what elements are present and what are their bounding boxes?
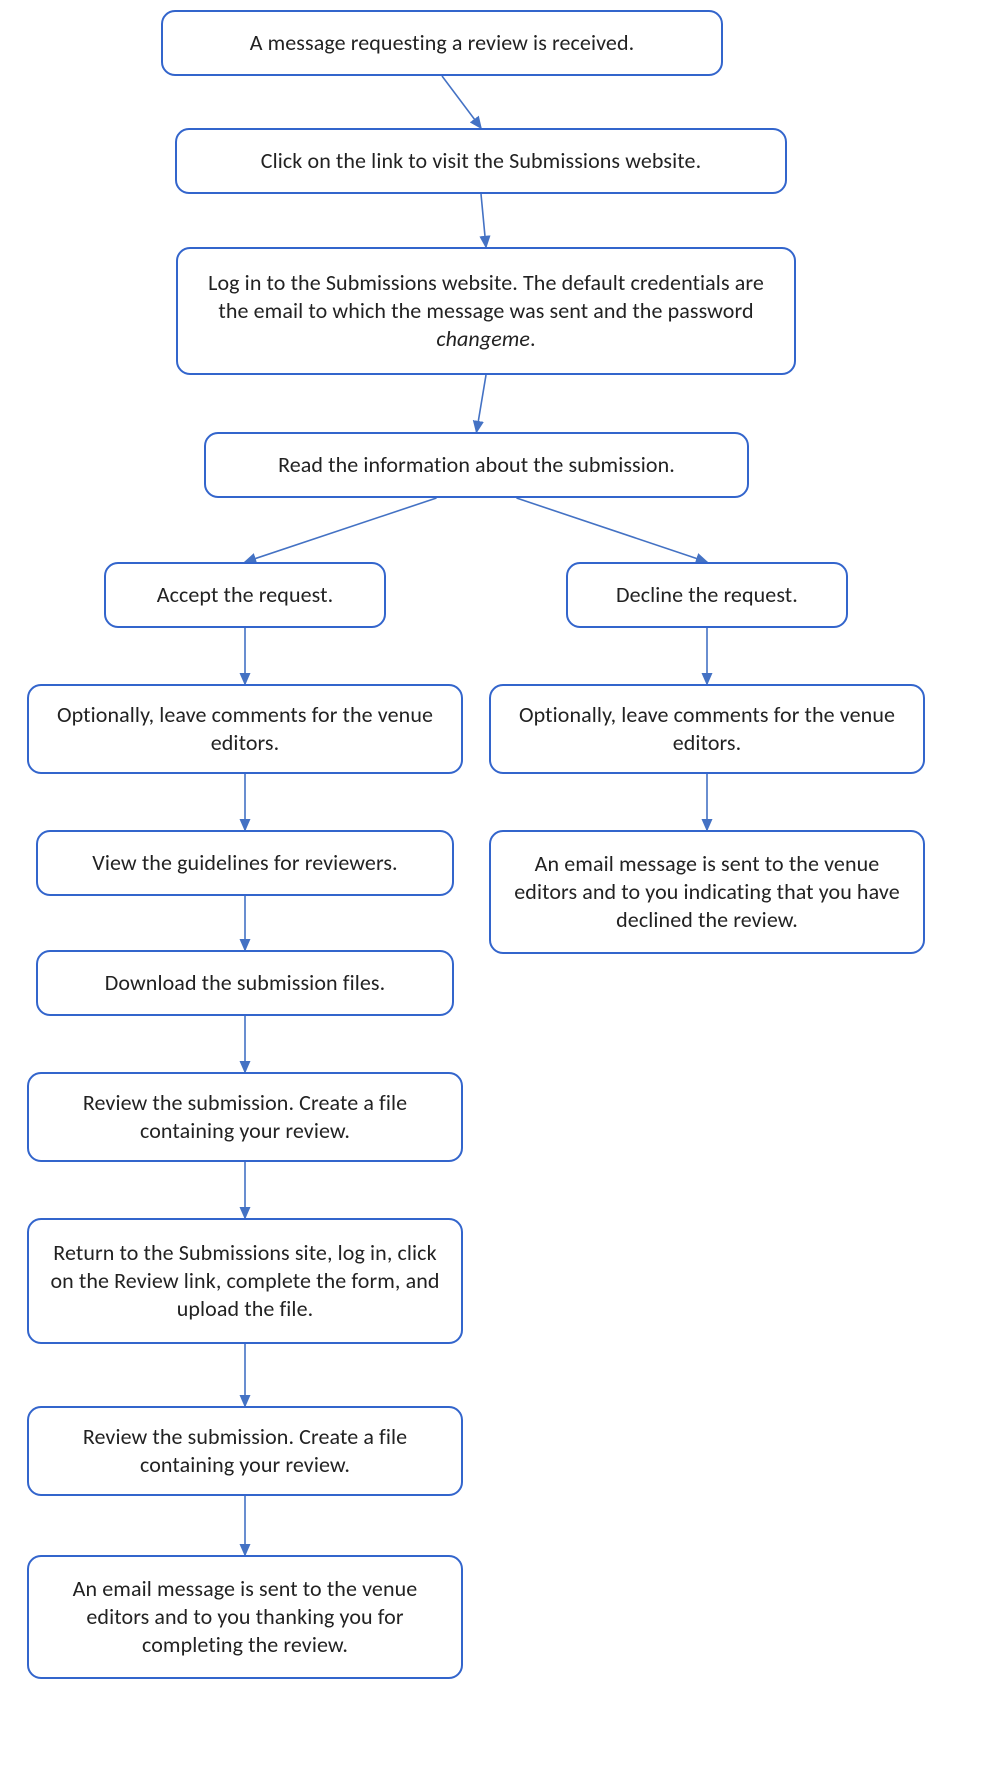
flow-node-n6b: Optionally, leave comments for the venue… [489,684,925,774]
flow-node-label: An email message is sent to the venue ed… [509,850,905,934]
flow-node-label: Read the information about the submissio… [278,451,675,479]
flow-node-n7b: An email message is sent to the venue ed… [489,830,925,954]
flow-edge-n2-n3 [481,194,486,247]
flow-node-label: View the guidelines for reviewers. [92,849,397,877]
flow-node-label: An email message is sent to the venue ed… [47,1575,443,1659]
flow-edge-n4-n5a [245,498,437,562]
flow-node-label: Accept the request. [157,581,334,609]
flow-node-label: Optionally, leave comments for the venue… [509,701,905,757]
flow-edge-n1-n2 [442,76,481,128]
flow-node-label: Review the submission. Create a file con… [47,1089,443,1145]
flow-node-n10: Return to the Submissions site, log in, … [27,1218,463,1344]
flow-node-n2: Click on the link to visit the Submissio… [175,128,787,194]
flow-node-label: A message requesting a review is receive… [250,29,635,57]
flow-node-label: Click on the link to visit the Submissio… [261,147,701,175]
flow-node-n4: Read the information about the submissio… [204,432,749,498]
flow-node-label: Log in to the Submissions website. The d… [196,269,776,353]
flow-node-n8: Download the submission files. [36,950,454,1016]
flow-edge-n4-n5b [517,498,708,562]
flow-node-n5a: Accept the request. [104,562,386,628]
flow-node-n1: A message requesting a review is receive… [161,10,723,76]
flowchart-canvas: A message requesting a review is receive… [0,0,1000,1773]
flow-edge-n3-n4 [477,375,487,432]
flow-node-label: Review the submission. Create a file con… [47,1423,443,1479]
flow-node-n6a: Optionally, leave comments for the venue… [27,684,463,774]
flow-node-n9: Review the submission. Create a file con… [27,1072,463,1162]
flow-node-label: Decline the request. [616,581,798,609]
flow-node-n3: Log in to the Submissions website. The d… [176,247,796,375]
flow-node-label: Return to the Submissions site, log in, … [47,1239,443,1323]
flow-node-label: Optionally, leave comments for the venue… [47,701,443,757]
flow-node-label: Download the submission files. [105,969,386,997]
flow-node-n12: An email message is sent to the venue ed… [27,1555,463,1679]
flow-node-n11: Review the submission. Create a file con… [27,1406,463,1496]
flow-node-n5b: Decline the request. [566,562,848,628]
flow-node-n7: View the guidelines for reviewers. [36,830,454,896]
